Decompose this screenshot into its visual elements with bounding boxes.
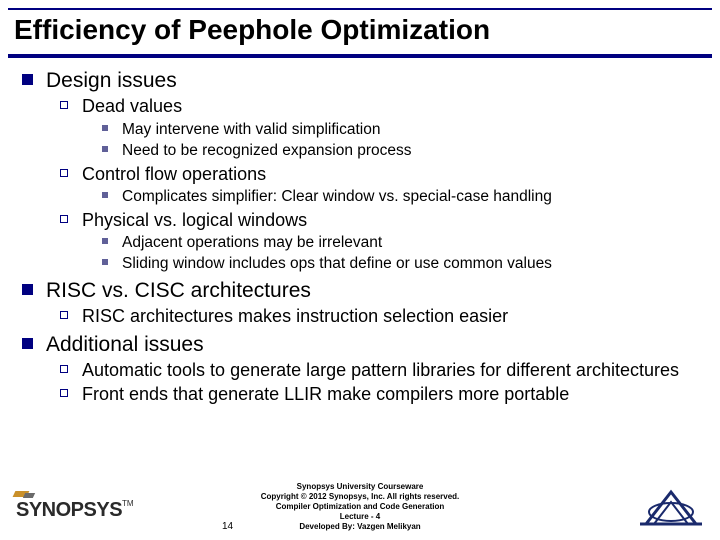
slide-footer: SYNOPSYSTM 14 Synopsys University Course…	[0, 468, 720, 540]
l3-item: Need to be recognized expansion process	[22, 141, 700, 160]
l2-physical-logical: Physical vs. logical windows	[22, 210, 700, 232]
hollow-square-icon	[60, 101, 68, 109]
l3-text: May intervene with valid simplification	[122, 121, 380, 138]
l1-design-issues: Design issues	[22, 68, 700, 93]
hollow-square-icon	[60, 169, 68, 177]
hollow-square-icon	[60, 389, 68, 397]
l2-text: Front ends that generate LLIR make compi…	[82, 384, 569, 404]
title-rule-top	[8, 8, 712, 10]
l1-text: RISC vs. CISC architectures	[46, 279, 311, 302]
small-square-icon	[102, 259, 108, 265]
l3-text: Complicates simplifier: Clear window vs.…	[122, 188, 552, 205]
slide-body: Design issues Dead values May intervene …	[22, 64, 700, 407]
partner-logo-icon	[636, 484, 706, 530]
l3-text: Need to be recognized expansion process	[122, 142, 412, 159]
l2-control-flow: Control flow operations	[22, 164, 700, 186]
l3-item: May intervene with valid simplification	[22, 120, 700, 139]
footer-line: Synopsys University Courseware	[0, 482, 720, 492]
l2-risc-easier: RISC architectures makes instruction sel…	[22, 306, 700, 328]
l2-auto-tools: Automatic tools to generate large patter…	[22, 360, 700, 382]
l2-front-ends: Front ends that generate LLIR make compi…	[22, 384, 700, 406]
hollow-square-icon	[60, 365, 68, 373]
l3-item: Complicates simplifier: Clear window vs.…	[22, 187, 700, 206]
small-square-icon	[102, 192, 108, 198]
l3-item: Adjacent operations may be irrelevant	[22, 233, 700, 252]
l2-text: Dead values	[82, 96, 182, 116]
footer-line: Developed By: Vazgen Melikyan	[0, 522, 720, 532]
l2-dead-values: Dead values	[22, 96, 700, 118]
l3-text: Sliding window includes ops that define …	[122, 255, 552, 272]
l3-text: Adjacent operations may be irrelevant	[122, 234, 382, 251]
square-bullet-icon	[22, 74, 33, 85]
l2-text: Control flow operations	[82, 164, 266, 184]
footer-line: Lecture - 4	[0, 512, 720, 522]
l1-text: Additional issues	[46, 333, 204, 356]
l3-item: Sliding window includes ops that define …	[22, 254, 700, 273]
small-square-icon	[102, 125, 108, 131]
l2-text: RISC architectures makes instruction sel…	[82, 306, 508, 326]
small-square-icon	[102, 146, 108, 152]
l1-additional: Additional issues	[22, 332, 700, 357]
square-bullet-icon	[22, 338, 33, 349]
l2-text: Automatic tools to generate large patter…	[82, 360, 679, 380]
hollow-square-icon	[60, 215, 68, 223]
footer-line: Compiler Optimization and Code Generatio…	[0, 502, 720, 512]
title-rule-bottom	[8, 54, 712, 58]
footer-line: Copyright © 2012 Synopsys, Inc. All righ…	[0, 492, 720, 502]
l1-risc-cisc: RISC vs. CISC architectures	[22, 278, 700, 303]
footer-credits: Synopsys University Courseware Copyright…	[0, 482, 720, 532]
slide-title: Efficiency of Peephole Optimization	[14, 14, 490, 46]
l2-text: Physical vs. logical windows	[82, 210, 307, 230]
hollow-square-icon	[60, 311, 68, 319]
l1-text: Design issues	[46, 69, 177, 92]
square-bullet-icon	[22, 284, 33, 295]
small-square-icon	[102, 238, 108, 244]
